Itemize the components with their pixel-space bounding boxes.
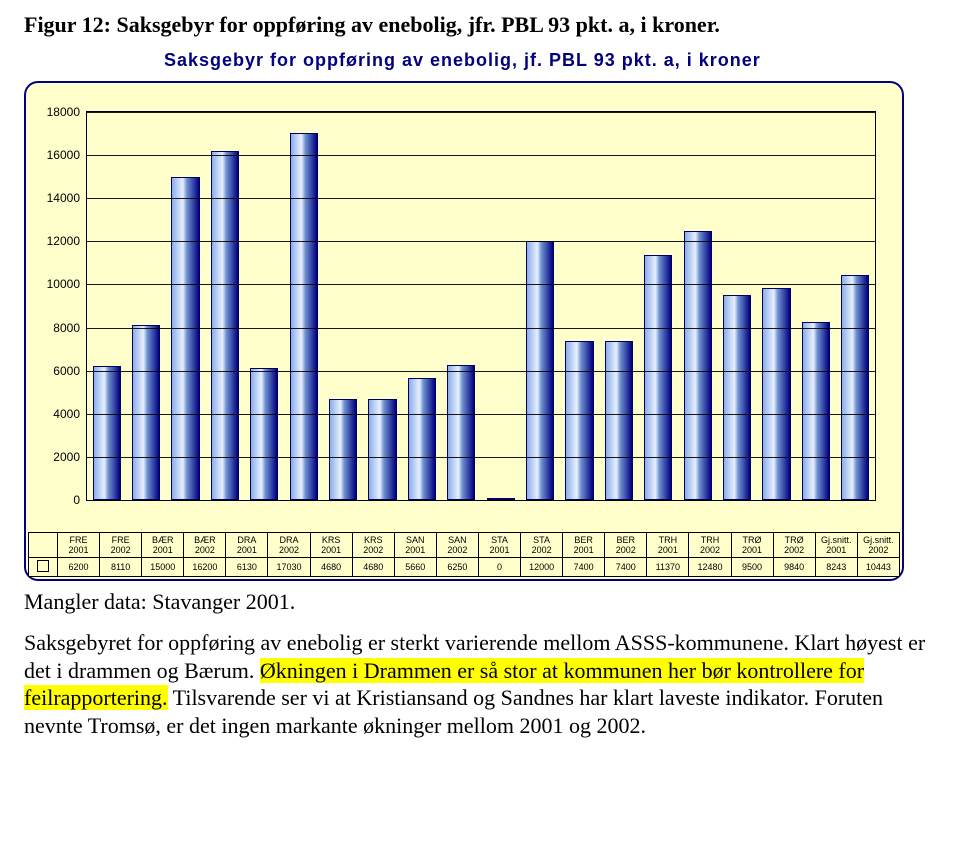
bar bbox=[132, 325, 160, 500]
table-header-cell: BÆR2002 bbox=[184, 533, 226, 558]
y-tick-label: 10000 bbox=[26, 277, 80, 291]
gridline bbox=[87, 112, 875, 113]
gridline bbox=[87, 328, 875, 329]
table-header-cell: BER2002 bbox=[605, 533, 647, 558]
gridline bbox=[87, 198, 875, 199]
table-header-cell: Gj.snitt.2001 bbox=[815, 533, 857, 558]
table-header-cell: TRH2001 bbox=[647, 533, 689, 558]
bar bbox=[605, 341, 633, 501]
gridline bbox=[87, 241, 875, 242]
bar bbox=[93, 366, 121, 500]
bar bbox=[447, 365, 475, 500]
table-cell: 12480 bbox=[689, 558, 731, 577]
table-header-cell: STA2001 bbox=[478, 533, 520, 558]
table-cell: 6130 bbox=[226, 558, 268, 577]
table-cell: 9500 bbox=[731, 558, 773, 577]
table-header-cell: STA2002 bbox=[521, 533, 563, 558]
y-tick-label: 2000 bbox=[26, 450, 80, 464]
table-cell: 9840 bbox=[773, 558, 815, 577]
table-stub-cell bbox=[29, 533, 58, 558]
chart-container: Saksgebyr for oppføring av enebolig, jf.… bbox=[24, 50, 936, 581]
gridline bbox=[87, 284, 875, 285]
table-cell: 6200 bbox=[58, 558, 100, 577]
gridline bbox=[87, 371, 875, 372]
gridline bbox=[87, 155, 875, 156]
y-tick-label: 4000 bbox=[26, 407, 80, 421]
table-header-cell: BÆR2001 bbox=[142, 533, 184, 558]
plot-area bbox=[86, 111, 876, 501]
table-cell: 4680 bbox=[310, 558, 352, 577]
chart-title: Saksgebyr for oppføring av enebolig, jf.… bbox=[24, 50, 936, 71]
bar bbox=[290, 133, 318, 500]
bar bbox=[644, 255, 672, 500]
table-cell: 12000 bbox=[521, 558, 563, 577]
gridline bbox=[87, 414, 875, 415]
table-header-cell: KRS2001 bbox=[310, 533, 352, 558]
y-tick-label: 18000 bbox=[26, 105, 80, 119]
series-marker-icon bbox=[37, 560, 49, 572]
bar bbox=[802, 322, 830, 500]
y-tick-label: 14000 bbox=[26, 191, 80, 205]
page: Figur 12: Saksgebyr for oppføring av ene… bbox=[0, 0, 960, 763]
bar bbox=[723, 295, 751, 500]
table-header-cell: SAN2002 bbox=[436, 533, 478, 558]
bar bbox=[408, 378, 436, 500]
bars-layer bbox=[87, 112, 875, 500]
y-tick-label: 8000 bbox=[26, 321, 80, 335]
missing-data-note: Mangler data: Stavanger 2001. bbox=[24, 589, 936, 615]
chart-frame: 0 2000 4000 6000 8000 10000 12000 14000 16000 180… bbox=[24, 81, 904, 581]
bar bbox=[565, 341, 593, 501]
table-header-cell: TRØ2002 bbox=[773, 533, 815, 558]
bar bbox=[171, 177, 199, 500]
table-cell: 17030 bbox=[268, 558, 310, 577]
table-cell: 16200 bbox=[184, 558, 226, 577]
y-tick-label: 16000 bbox=[26, 148, 80, 162]
table-cell: 15000 bbox=[142, 558, 184, 577]
table-cell: 7400 bbox=[563, 558, 605, 577]
bar bbox=[762, 288, 790, 500]
table-header-cell: DRA2001 bbox=[226, 533, 268, 558]
table-header-cell: FRE2002 bbox=[100, 533, 142, 558]
table-cell: 7400 bbox=[605, 558, 647, 577]
table-header-cell: FRE2001 bbox=[58, 533, 100, 558]
bar bbox=[250, 368, 278, 500]
table-cell: 8110 bbox=[100, 558, 142, 577]
table-cell: 11370 bbox=[647, 558, 689, 577]
table-header-cell: DRA2002 bbox=[268, 533, 310, 558]
figure-headline: Figur 12: Saksgebyr for oppføring av ene… bbox=[24, 12, 936, 38]
y-tick-label: 0 bbox=[26, 493, 80, 507]
table-cell: 6250 bbox=[436, 558, 478, 577]
y-tick-label: 12000 bbox=[26, 234, 80, 248]
y-tick-label: 6000 bbox=[26, 364, 80, 378]
table-header-cell: Gj.snitt.2002 bbox=[857, 533, 899, 558]
table-header-cell: TRH2002 bbox=[689, 533, 731, 558]
bar bbox=[841, 275, 869, 500]
table-header-cell: TRØ2001 bbox=[731, 533, 773, 558]
table-cell: 10443 bbox=[857, 558, 899, 577]
bar bbox=[211, 151, 239, 500]
table-cell: 8243 bbox=[815, 558, 857, 577]
table-header-cell: KRS2002 bbox=[352, 533, 394, 558]
table-header-cell: SAN2001 bbox=[394, 533, 436, 558]
table-header-cell: BER2001 bbox=[563, 533, 605, 558]
table-cell: 4680 bbox=[352, 558, 394, 577]
table-cell: 0 bbox=[478, 558, 520, 577]
bar bbox=[487, 498, 515, 500]
data-table: FRE2001FRE2002BÆR2001BÆR2002DRA2001DRA20… bbox=[28, 532, 900, 577]
gridline bbox=[87, 457, 875, 458]
bar bbox=[684, 231, 712, 500]
table-stub-cell bbox=[29, 558, 58, 577]
table-cell: 5660 bbox=[394, 558, 436, 577]
body-paragraph: Saksgebyret for oppføring av enebolig er… bbox=[24, 629, 936, 739]
